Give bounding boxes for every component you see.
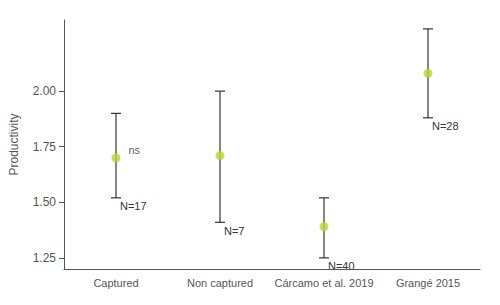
svg-text:Grangé 2015: Grangé 2015: [396, 277, 460, 289]
svg-text:1.25: 1.25: [33, 251, 57, 265]
svg-text:1.75: 1.75: [33, 140, 57, 154]
svg-text:Cárcamo et al. 2019: Cárcamo et al. 2019: [274, 277, 373, 289]
svg-text:ns: ns: [129, 144, 141, 156]
svg-text:Non captured: Non captured: [187, 277, 253, 289]
svg-text:Captured: Captured: [93, 277, 138, 289]
svg-text:2.00: 2.00: [33, 84, 57, 98]
svg-text:1.50: 1.50: [33, 195, 57, 209]
svg-text:N=7: N=7: [224, 225, 245, 237]
svg-text:N=28: N=28: [432, 120, 459, 132]
svg-text:N=40: N=40: [328, 260, 355, 272]
svg-text:Productivity: Productivity: [7, 113, 21, 175]
svg-text:N=17: N=17: [120, 200, 147, 212]
